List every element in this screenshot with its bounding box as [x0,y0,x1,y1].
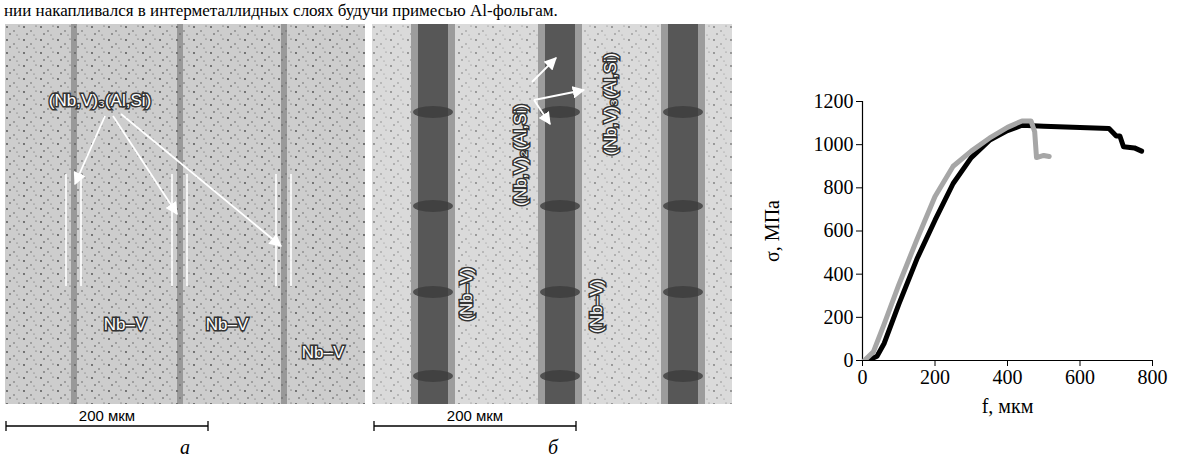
svg-text:400: 400 [824,263,854,285]
svg-text:1200: 1200 [814,90,854,112]
svg-text:200: 200 [920,366,950,388]
svg-text:нии накапливался в интерметалл: нии накапливался в интерметаллидных слоя… [4,1,558,20]
svg-text:Nb–V: Nb–V [104,315,147,334]
svg-text:800: 800 [1138,366,1168,388]
svg-text:0: 0 [858,366,868,388]
svg-text:Nb–V: Nb–V [302,343,345,362]
svg-text:а: а [180,436,190,458]
svg-text:200 мкм: 200 мкм [79,407,135,424]
svg-text:200: 200 [824,306,854,328]
svg-text:800: 800 [824,176,854,198]
svg-text:(Nb,V)₃(Al,Si): (Nb,V)₃(Al,Si) [49,91,151,110]
svg-text:1000: 1000 [814,133,854,155]
svg-text:б: б [548,436,559,458]
svg-text:(Nb–V): (Nb–V) [457,267,476,321]
svg-text:(Nb–V): (Nb–V) [587,279,606,333]
svg-text:f, мкм: f, мкм [982,395,1034,417]
svg-text:(Nb,V)₂(Al,Si): (Nb,V)₂(Al,Si) [511,104,530,206]
svg-text:0: 0 [844,349,854,371]
svg-text:(Nb,V)₃(Al,Si): (Nb,V)₃(Al,Si) [601,53,620,155]
svg-text:600: 600 [1065,366,1095,388]
svg-text:400: 400 [993,366,1023,388]
svg-text:200 мкм: 200 мкм [447,407,503,424]
svg-text:600: 600 [824,219,854,241]
svg-text:Nb–V: Nb–V [206,315,249,334]
svg-text:σ, МПа: σ, МПа [761,200,783,262]
